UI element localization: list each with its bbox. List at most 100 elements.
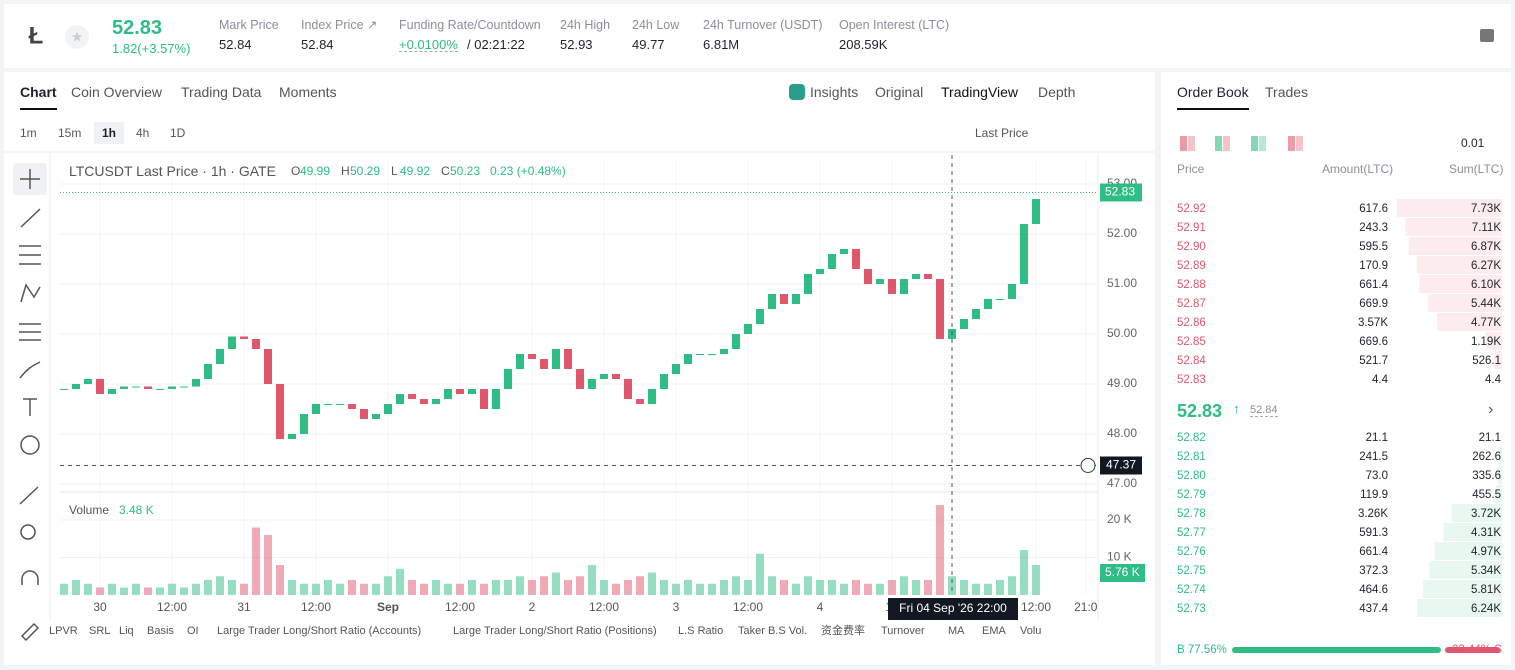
candle	[264, 349, 273, 384]
indicator-tab[interactable]: Large Trader Long/Short Ratio (Positions…	[453, 625, 657, 637]
book-amount: 4.4	[1372, 374, 1388, 386]
indicator-tab[interactable]: Volu	[1020, 625, 1042, 637]
book-price[interactable]: 52.79	[1177, 489, 1206, 501]
low-label: 47.37	[1106, 458, 1136, 472]
indicator-tab[interactable]: OI	[187, 625, 199, 637]
book-price[interactable]: 52.83	[1177, 374, 1206, 386]
depth-bar	[1419, 275, 1502, 293]
book-price[interactable]: 52.89	[1177, 260, 1206, 272]
x-tick-label: 2	[529, 600, 536, 614]
book-price[interactable]: 52.82	[1177, 432, 1206, 444]
price-type[interactable]: Last Price	[975, 126, 1029, 140]
interval[interactable]: 4h	[136, 126, 150, 140]
view-tab[interactable]: Original	[875, 84, 924, 100]
candle	[168, 386, 177, 389]
volume-bar	[780, 580, 789, 595]
volume-bar	[864, 583, 873, 595]
candle	[912, 274, 921, 279]
candle	[744, 324, 753, 334]
candle	[504, 369, 513, 389]
book-price[interactable]: 52.74	[1177, 584, 1206, 596]
x-tick-label: 12:00	[1021, 600, 1051, 614]
book-price[interactable]: 52.92	[1177, 203, 1206, 215]
stat-label: Mark Price	[219, 18, 279, 32]
view-tab[interactable]: Insights	[810, 84, 859, 100]
book-price[interactable]: 52.73	[1177, 603, 1206, 615]
countdown: / 02:21:22	[467, 37, 525, 52]
depth-bar	[1423, 580, 1502, 598]
candle	[720, 349, 729, 354]
indicator-tab[interactable]: Taker B.S Vol.	[738, 625, 808, 637]
candle	[624, 379, 633, 399]
book-tab[interactable]: Order Book	[1177, 85, 1249, 110]
interval[interactable]: 1m	[20, 126, 37, 140]
view-tab[interactable]: Depth	[1038, 84, 1076, 100]
volume-bar	[156, 587, 165, 595]
interval[interactable]: 1h	[94, 122, 125, 144]
book-price[interactable]: 52.78	[1177, 508, 1206, 520]
indicator-tab[interactable]: MA	[948, 625, 965, 637]
indicator-tab[interactable]: L.S Ratio	[678, 625, 724, 637]
volume-bar	[672, 583, 681, 595]
candle	[300, 414, 309, 434]
book-sum: 7.11K	[1471, 222, 1501, 234]
volume-bar	[312, 583, 321, 595]
candle	[1032, 199, 1041, 224]
interval[interactable]: 1D	[170, 126, 186, 140]
indicator-tab[interactable]: SRL	[89, 625, 111, 637]
indicator-tab[interactable]: EMA	[982, 625, 1006, 637]
book-price[interactable]: 52.91	[1177, 222, 1206, 234]
book-tab[interactable]: Trades	[1265, 84, 1309, 100]
indicator-tab[interactable]: Liq	[119, 625, 134, 637]
indicator-tab[interactable]: 资金费率	[821, 625, 865, 637]
volume-bar	[948, 576, 957, 595]
book-price[interactable]: 52.75	[1177, 565, 1206, 577]
book-price[interactable]: 52.88	[1177, 279, 1206, 291]
book-sum: 21.1	[1478, 432, 1501, 444]
tab[interactable]: Coin Overview	[71, 84, 163, 100]
book-price[interactable]: 52.80	[1177, 470, 1206, 482]
tab[interactable]: Chart	[20, 85, 57, 110]
candle	[936, 279, 945, 339]
x-tick-label: 4	[817, 600, 824, 614]
indicator-tab[interactable]: LPVR	[49, 625, 78, 637]
candle	[60, 389, 69, 390]
tab[interactable]: Trading Data	[181, 84, 262, 100]
indicator-tab[interactable]: Basis	[147, 625, 174, 637]
volume-bar	[300, 583, 309, 595]
book-price[interactable]: 52.87	[1177, 298, 1206, 310]
x-tick-label: 21:0	[1074, 600, 1098, 614]
indicator-tab[interactable]: Turnover	[881, 625, 925, 637]
book-header: Amount(LTC)	[1322, 162, 1394, 176]
book-price[interactable]: 52.76	[1177, 546, 1206, 558]
indicator-tab[interactable]: Large Trader Long/Short Ratio (Accounts)	[217, 625, 422, 637]
book-price[interactable]: 52.81	[1177, 451, 1206, 463]
book-price[interactable]: 52.86	[1177, 317, 1206, 329]
legend-change: 0.23 (+0.48%)	[490, 164, 566, 178]
volume-bar	[144, 587, 153, 595]
volume-bar	[552, 572, 561, 595]
buy-label: B 77.56%	[1177, 644, 1227, 656]
candle	[816, 269, 825, 274]
view-icon	[1251, 136, 1258, 151]
view-tab[interactable]: TradingView	[941, 84, 1019, 100]
book-price[interactable]: 52.77	[1177, 527, 1206, 539]
book-amount: 372.3	[1359, 565, 1388, 577]
volume-value: 3.48 K	[119, 503, 154, 517]
precision[interactable]: 0.01	[1461, 136, 1485, 150]
x-tick-label: 12:00	[733, 600, 763, 614]
interval[interactable]: 15m	[58, 126, 82, 140]
favorite[interactable]	[65, 25, 89, 49]
volume-bar	[396, 568, 405, 595]
candle	[348, 404, 357, 409]
book-amount: 170.9	[1359, 260, 1388, 272]
tab[interactable]: Moments	[279, 84, 337, 100]
book-price[interactable]: 52.85	[1177, 336, 1206, 348]
candle	[96, 379, 105, 394]
book-price[interactable]: 52.90	[1177, 241, 1206, 253]
book-price[interactable]: 52.84	[1177, 355, 1206, 367]
view-icon	[1296, 136, 1303, 151]
layout-icon[interactable]	[1480, 29, 1494, 42]
candle	[732, 334, 741, 349]
candle	[564, 349, 573, 369]
